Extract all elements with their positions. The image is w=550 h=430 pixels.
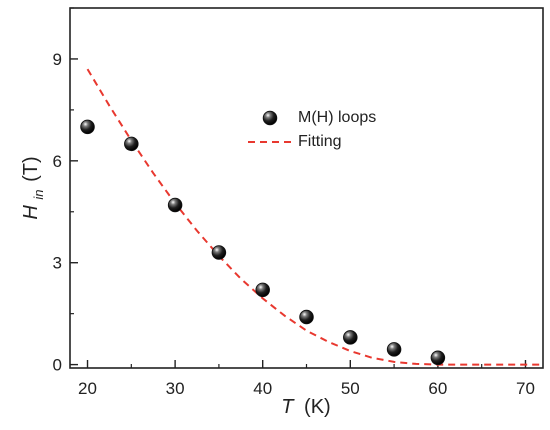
data-point bbox=[299, 309, 314, 325]
data-point bbox=[124, 136, 139, 152]
data-point bbox=[255, 282, 270, 298]
data-points-layer bbox=[80, 119, 446, 366]
x-tick-label: 40 bbox=[253, 379, 272, 398]
legend-label-points: M(H) loops bbox=[298, 109, 376, 126]
legend: M(H) loops Fitting bbox=[248, 109, 376, 150]
data-point bbox=[211, 245, 227, 260]
x-tick-label: 30 bbox=[166, 379, 185, 398]
y-tick-label: 3 bbox=[53, 254, 62, 273]
data-point bbox=[386, 342, 402, 357]
legend-label-fitting: Fitting bbox=[298, 133, 342, 150]
x-axis-label: T (K) bbox=[281, 396, 330, 418]
x-tick-label: 20 bbox=[78, 379, 97, 398]
y-tick-label: 6 bbox=[53, 152, 62, 171]
x-tick-label: 50 bbox=[341, 379, 360, 398]
x-axis: 20 30 40 50 60 70 bbox=[78, 360, 535, 398]
y-axis-label: H in (T) bbox=[20, 156, 48, 219]
y-axis: 0 3 6 9 bbox=[53, 7, 78, 375]
data-point bbox=[80, 119, 95, 135]
y-tick-label: 9 bbox=[53, 50, 62, 69]
legend-marker-points bbox=[262, 110, 278, 126]
data-point bbox=[343, 330, 358, 345]
y-tick-label: 0 bbox=[53, 356, 62, 375]
x-tick-label: 70 bbox=[516, 379, 535, 398]
x-tick-label: 60 bbox=[428, 379, 447, 398]
legend-point-marker bbox=[262, 110, 278, 126]
data-point bbox=[167, 197, 183, 213]
data-point bbox=[430, 350, 446, 366]
